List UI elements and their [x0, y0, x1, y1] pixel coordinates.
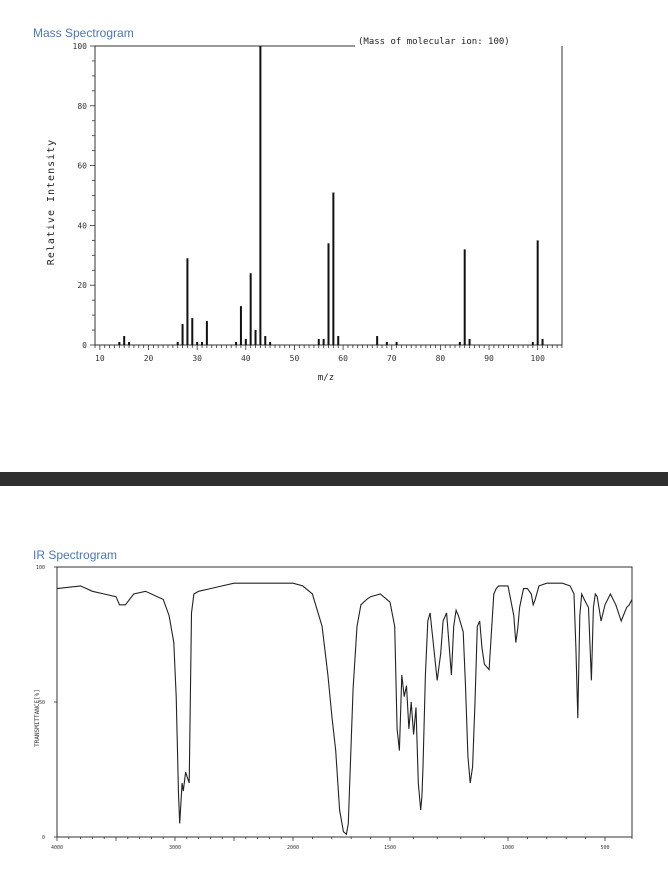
ms-x-tick-label: 30: [192, 354, 202, 363]
ms-x-tick-label: 100: [530, 354, 545, 363]
ms-y-tick-label: 20: [77, 281, 87, 290]
ms-panel-title: Mass Spectrogram: [33, 26, 134, 40]
ms-y-tick-label: 100: [73, 42, 88, 51]
ir-y-tick-label: 50: [39, 700, 45, 706]
ir-x-tick-label: 4000: [51, 845, 63, 851]
ir-y-tick-label: 100: [36, 565, 45, 571]
ir-x-tick-label: 1000: [502, 845, 514, 851]
ms-x-tick-label: 50: [290, 354, 300, 363]
ir-y-tick-label: 0: [42, 835, 45, 841]
ms-y-tick-label: 80: [77, 102, 87, 111]
panel-divider: [0, 472, 668, 486]
ms-y-tick-label: 0: [82, 341, 87, 350]
ir-x-tick-label: 1500: [384, 845, 396, 851]
ms-y-axis-label: Relative Intensity: [46, 139, 57, 265]
ir-x-tick-label: 3000: [169, 845, 181, 851]
ms-y-tick-label: 40: [77, 221, 87, 230]
ms-x-tick-label: 10: [95, 354, 105, 363]
ir-panel-title: IR Spectrogram: [33, 548, 118, 562]
ir-x-tick-label: 2000: [287, 845, 299, 851]
ms-x-tick-label: 40: [241, 354, 251, 363]
ms-x-axis-label: m/z: [318, 373, 334, 383]
ir-x-tick-label: 500: [600, 845, 609, 851]
ms-x-tick-label: 90: [484, 354, 494, 363]
ms-x-tick-label: 70: [387, 354, 397, 363]
ir-y-axis-label: TRANSMITTANCE[%]: [34, 689, 41, 747]
ir-plot-frame: [56, 566, 633, 838]
ir-transmittance-line: [56, 582, 633, 836]
ms-x-tick-label: 60: [338, 354, 348, 363]
ms-molecular-ion-annotation: (Mass of molecular ion: 100): [358, 37, 510, 47]
ms-y-tick-label: 60: [77, 162, 87, 171]
ms-x-tick-label: 20: [144, 354, 154, 363]
mass-spectrum-chart: 10 20 30 40 50 60 70 80 90 100 0 20 40 60 80 100 (Mass …: [46, 37, 563, 383]
ms-x-tick-label: 80: [436, 354, 446, 363]
